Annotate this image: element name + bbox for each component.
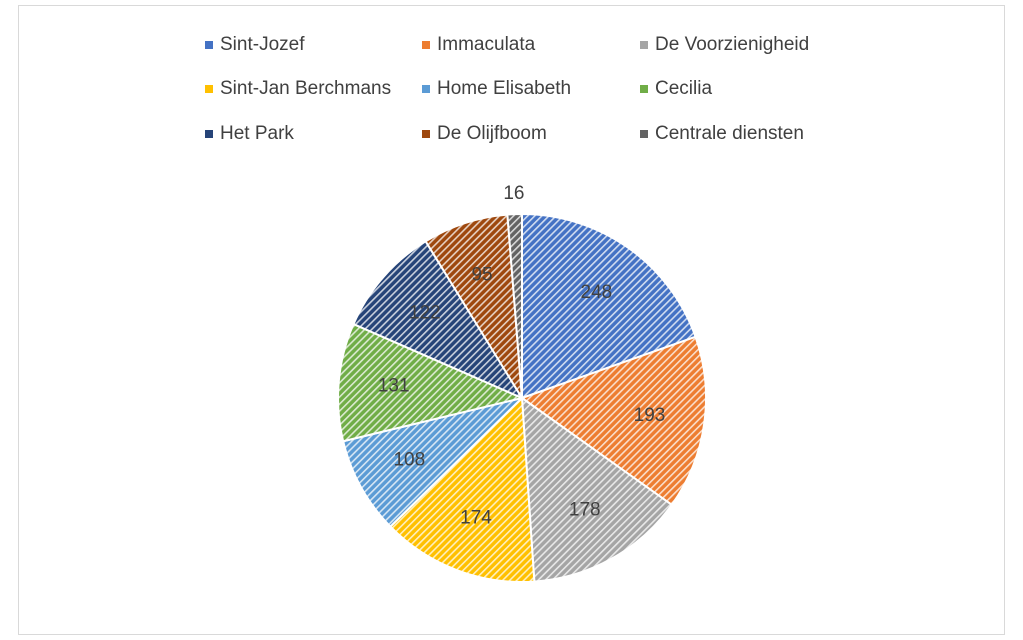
legend-swatch — [640, 130, 648, 138]
data-label: 122 — [409, 302, 441, 323]
data-label: 108 — [393, 449, 425, 470]
pie-slice — [519, 335, 707, 507]
legend-swatch — [640, 85, 648, 93]
pie-slice — [352, 239, 525, 401]
pie-slice — [341, 396, 526, 528]
legend-label: Centrale diensten — [655, 123, 804, 144]
pie-slice — [520, 395, 674, 583]
data-label: 178 — [569, 499, 601, 520]
legend-label: Cecilia — [655, 78, 712, 99]
legend-label: Het Park — [220, 123, 294, 144]
pie-slice — [337, 322, 526, 443]
legend-label: Home Elisabeth — [437, 78, 571, 99]
pie-slice — [388, 395, 536, 583]
legend-label: Sint-Jozef — [220, 34, 305, 55]
data-label: 95 — [471, 265, 492, 286]
legend-label: De Olijfboom — [437, 123, 547, 144]
pie-slice — [506, 212, 523, 399]
data-label: 131 — [378, 376, 410, 397]
data-label: 174 — [460, 507, 492, 528]
legend-swatch — [422, 41, 430, 49]
legend-swatch — [205, 41, 213, 49]
legend-swatch — [640, 41, 648, 49]
data-label: 16 — [503, 183, 524, 204]
legend-label: Immaculata — [437, 34, 536, 55]
data-label: 193 — [634, 405, 666, 426]
legend-swatch — [205, 85, 213, 93]
legend-label: De Voorzienigheid — [655, 34, 809, 55]
legend-label: Sint-Jan Berchmans — [220, 78, 391, 99]
legend-swatch — [205, 130, 213, 138]
legend-swatch — [422, 130, 430, 138]
data-label: 248 — [581, 282, 613, 303]
legend-swatch — [422, 85, 430, 93]
